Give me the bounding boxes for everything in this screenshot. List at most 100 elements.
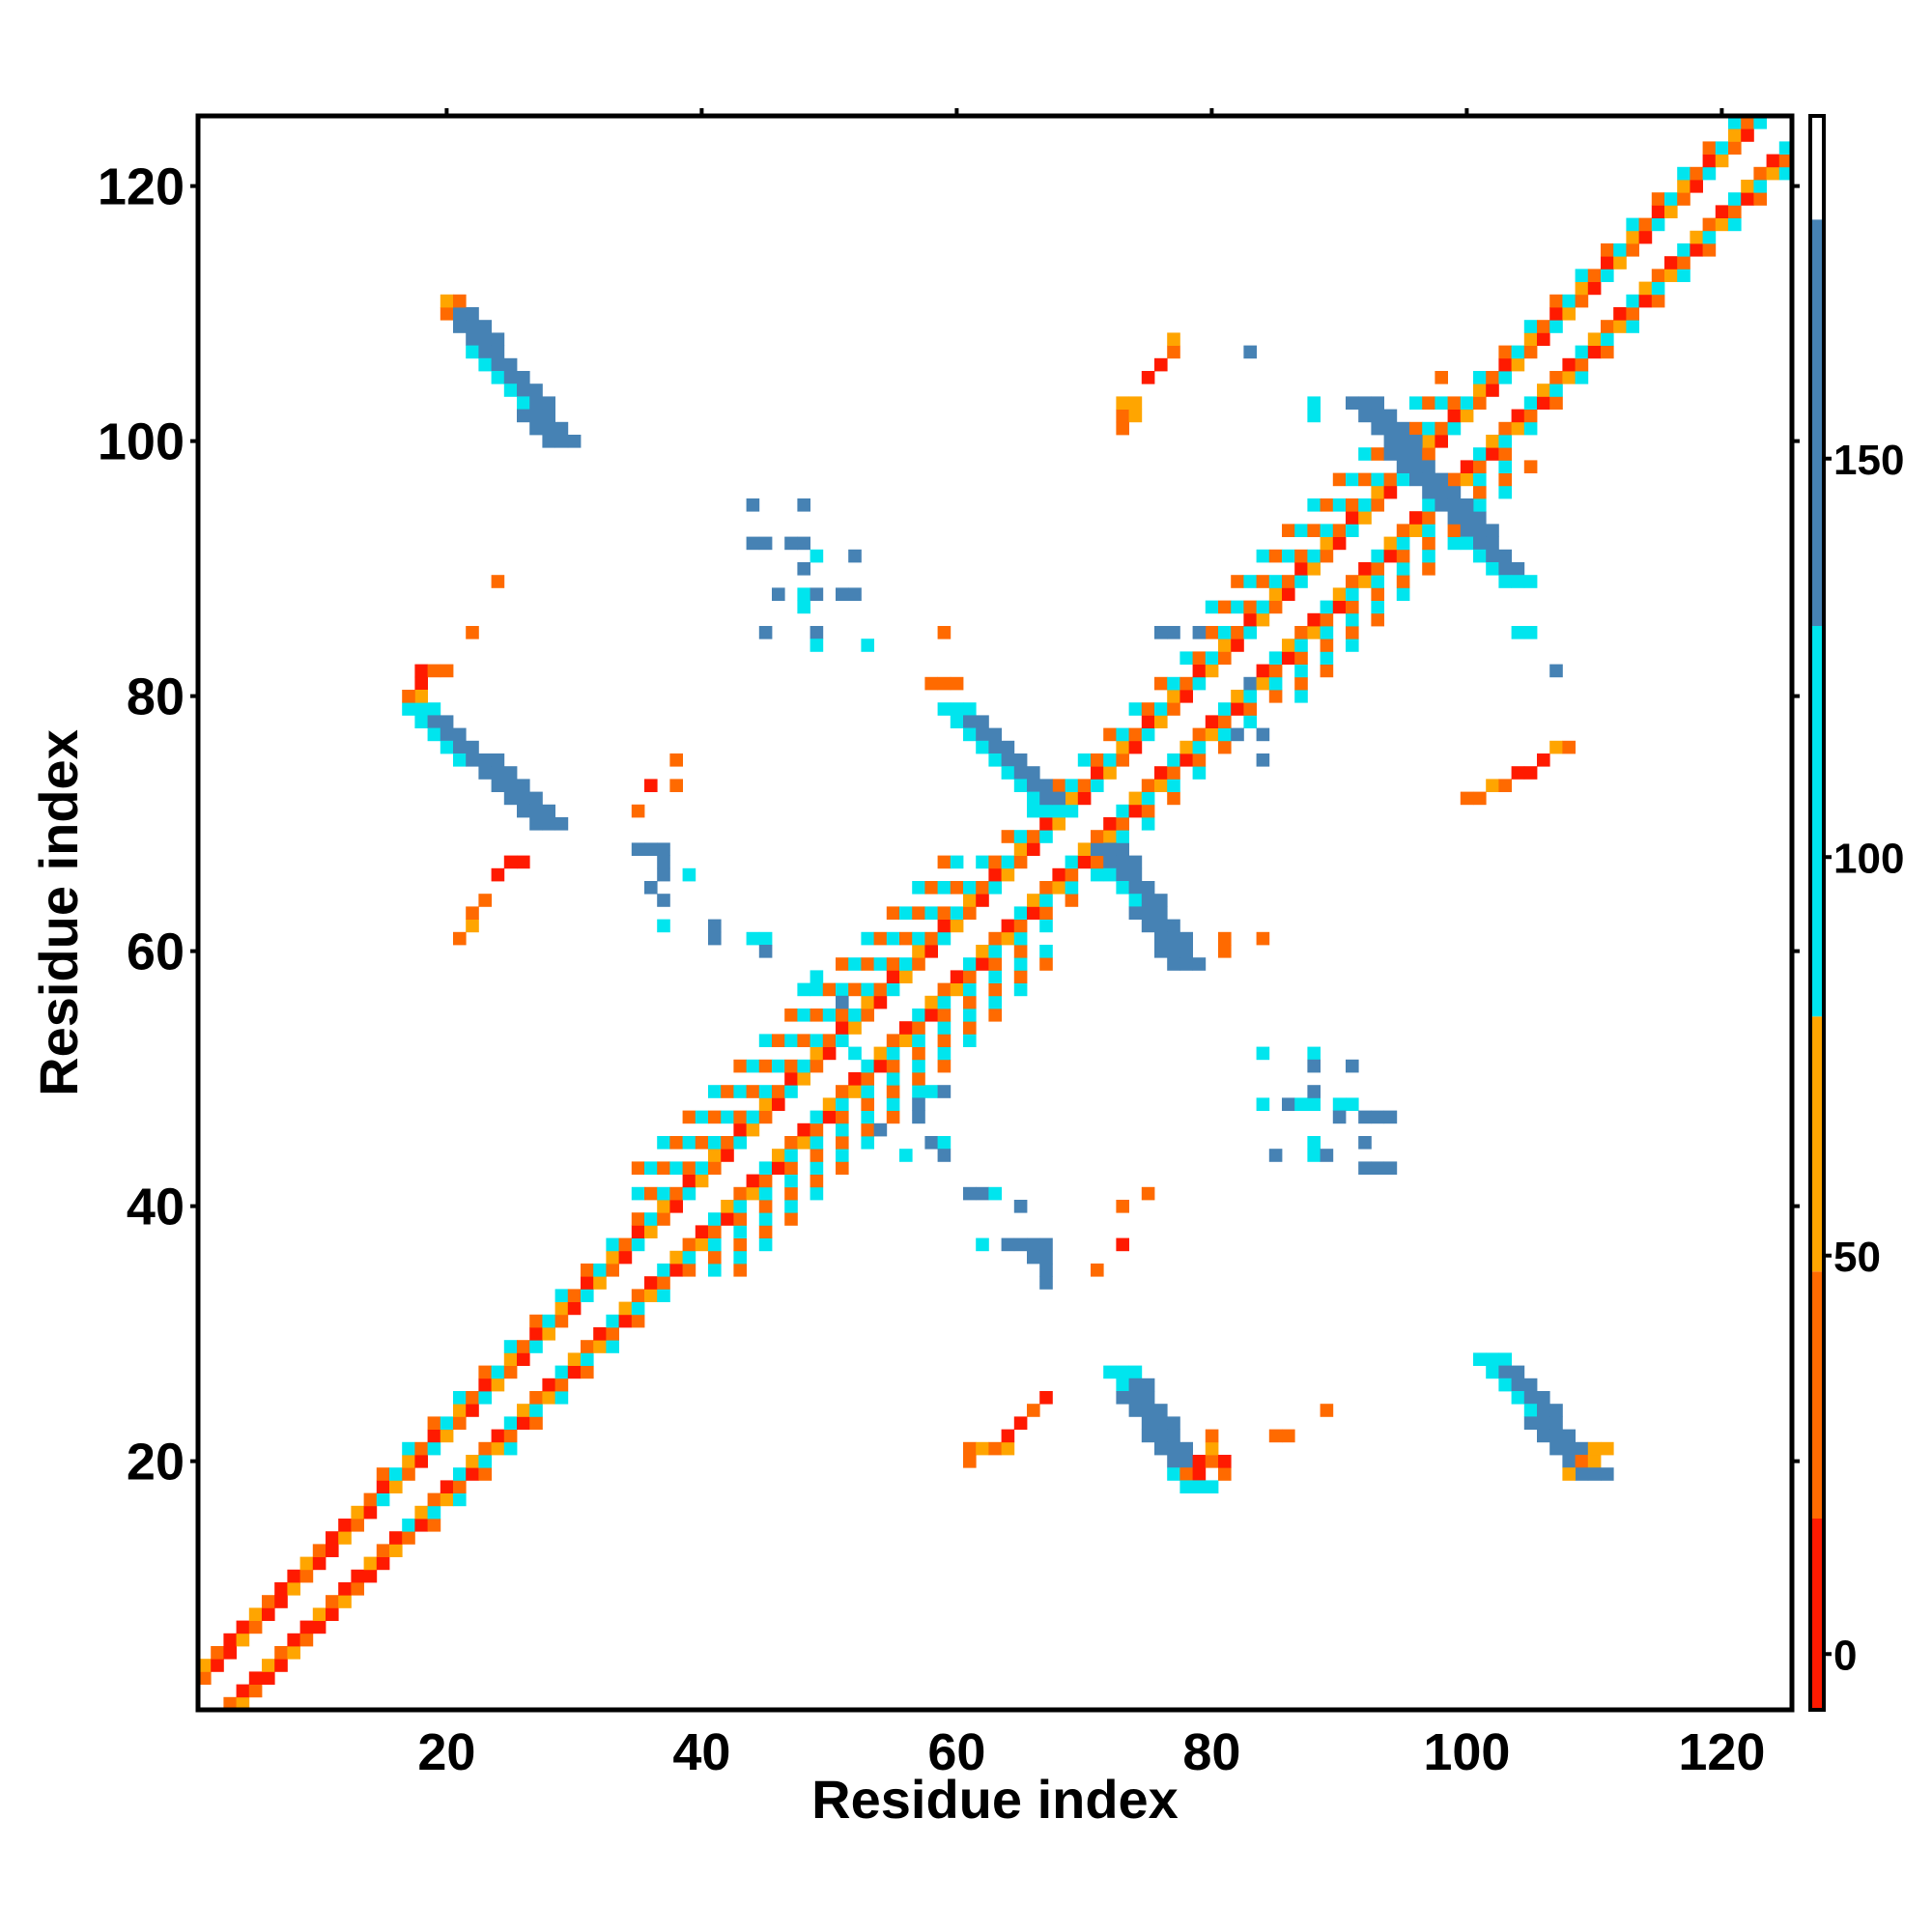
heatmap-cell — [937, 855, 952, 869]
heatmap-cell — [1116, 817, 1129, 831]
heatmap-cell — [1549, 1404, 1563, 1417]
heatmap-cell — [1320, 651, 1334, 665]
heatmap-cell — [1523, 396, 1538, 410]
heatmap-cell — [631, 1314, 645, 1328]
heatmap-cell — [1320, 1404, 1334, 1417]
heatmap-cell — [529, 409, 543, 423]
heatmap-cell — [644, 1161, 658, 1175]
heatmap-cell — [937, 1034, 952, 1047]
heatmap-cell — [784, 1149, 798, 1162]
heatmap-cell — [836, 1161, 849, 1175]
heatmap-cell — [491, 779, 505, 792]
heatmap-cell — [1371, 600, 1384, 614]
heatmap-cell — [1587, 281, 1602, 296]
heatmap-cell — [1116, 421, 1129, 436]
heatmap-cell — [1715, 217, 1729, 232]
heatmap-cell — [733, 1200, 747, 1213]
heatmap-cell — [848, 587, 862, 601]
heatmap-cell — [873, 982, 888, 997]
heatmap-cell — [529, 804, 543, 818]
heatmap-cell — [1383, 447, 1398, 461]
heatmap-cell — [1766, 166, 1780, 181]
heatmap-cell — [1039, 894, 1053, 907]
heatmap-cell — [1562, 1441, 1576, 1456]
heatmap-cell — [1460, 498, 1474, 512]
heatmap-cell — [1320, 639, 1334, 652]
heatmap-cell — [1549, 740, 1563, 754]
heatmap-cell — [503, 791, 518, 806]
heatmap-cell — [427, 1441, 441, 1456]
heatmap-cell — [402, 1519, 415, 1532]
heatmap-cell — [1154, 1429, 1168, 1443]
heatmap-cell — [1116, 1378, 1129, 1392]
heatmap-cell — [657, 1289, 670, 1302]
heatmap-cell — [1498, 575, 1512, 588]
heatmap-cell — [1268, 549, 1283, 563]
heatmap-cell — [1294, 524, 1308, 537]
heatmap-cell — [963, 957, 977, 971]
heatmap-cell — [797, 1122, 810, 1137]
heatmap-cell — [899, 931, 913, 946]
heatmap-cell — [1027, 1404, 1040, 1417]
heatmap-cell — [1294, 639, 1308, 652]
heatmap-cell — [1651, 205, 1665, 218]
heatmap-cell — [1346, 396, 1359, 410]
heatmap-cell — [1715, 141, 1729, 155]
heatmap-cell — [1435, 396, 1448, 410]
heatmap-cell — [414, 1505, 428, 1520]
heatmap-cell — [338, 1531, 352, 1545]
heatmap-cell — [1537, 1429, 1550, 1443]
heatmap-cell — [836, 1021, 849, 1035]
heatmap-cell — [1523, 766, 1538, 780]
heatmap-cell — [810, 1122, 824, 1137]
heatmap-cell — [1358, 396, 1372, 410]
heatmap-cell — [797, 498, 810, 512]
heatmap-cell — [1141, 715, 1155, 728]
heatmap-cell — [299, 1633, 314, 1647]
heatmap-cell — [1664, 192, 1678, 206]
heatmap-cell — [414, 702, 428, 716]
heatmap-cell — [1205, 664, 1219, 678]
heatmap-cell — [1179, 957, 1193, 971]
heatmap-cell — [1027, 894, 1040, 907]
heatmap-cell — [1167, 945, 1180, 958]
heatmap-cell — [1587, 1455, 1602, 1468]
heatmap-cell — [1537, 396, 1550, 410]
heatmap-cell — [1192, 766, 1207, 780]
heatmap-cell — [1116, 1200, 1129, 1213]
heatmap-cell — [772, 1161, 785, 1175]
heatmap-cell — [581, 1276, 594, 1290]
heatmap-cell — [236, 1620, 250, 1634]
heatmap-cell — [1167, 1416, 1180, 1430]
heatmap-cell — [1422, 498, 1435, 512]
heatmap-cell — [1103, 867, 1117, 882]
heatmap-cell — [1077, 855, 1092, 869]
heatmap-cell — [1549, 371, 1563, 384]
heatmap-cell — [861, 1136, 874, 1150]
heatmap-cell — [1141, 1404, 1155, 1417]
heatmap-cell — [1294, 575, 1308, 588]
heatmap-cell — [924, 931, 938, 946]
heatmap-cell — [402, 1441, 415, 1456]
heatmap-cell — [274, 1646, 288, 1660]
heatmap-cell — [491, 1441, 505, 1456]
heatmap-cell — [1307, 409, 1321, 423]
heatmap-cell — [733, 1085, 747, 1098]
heatmap-cell — [1103, 753, 1117, 767]
heatmap-cell — [797, 1136, 810, 1150]
heatmap-cell — [1447, 485, 1462, 499]
heatmap-cell — [1307, 626, 1321, 639]
heatmap-cell — [517, 779, 530, 792]
heatmap-cell — [440, 715, 454, 728]
heatmap-cell — [223, 1633, 237, 1647]
heatmap-cell — [988, 1441, 1002, 1456]
heatmap-cell — [1192, 1455, 1207, 1468]
heatmap-cell — [1205, 1455, 1219, 1468]
heatmap-cell — [414, 1519, 428, 1532]
heatmap-cell — [937, 1136, 952, 1150]
heatmap-cell — [1294, 1097, 1308, 1111]
heatmap-cell — [491, 1365, 505, 1379]
heatmap-cell — [861, 1009, 874, 1022]
heatmap-cell — [1039, 1276, 1053, 1290]
heatmap-cell — [236, 1633, 250, 1647]
